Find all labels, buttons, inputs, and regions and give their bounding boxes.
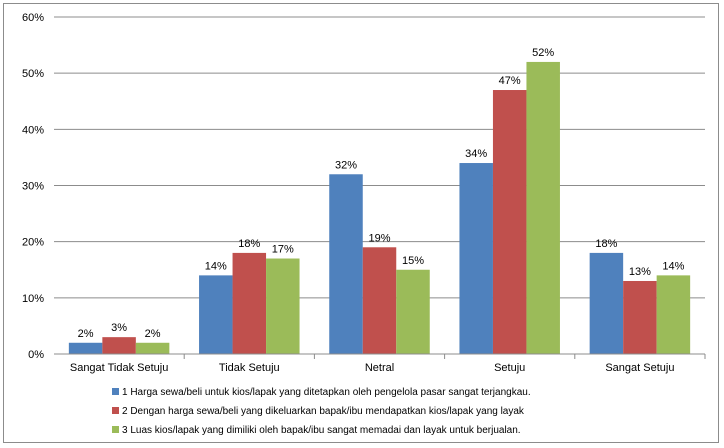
- bar: [589, 252, 624, 354]
- bar: [623, 280, 657, 354]
- bar-series: [68, 61, 691, 355]
- bar: [492, 90, 527, 355]
- bar: [656, 275, 691, 354]
- category-label: Setuju: [494, 362, 525, 374]
- category-labels: Sangat Tidak Setuju Tidak Setuju Netral Set…: [70, 362, 675, 374]
- category-label: Sangat Tidak Setuju: [70, 362, 168, 374]
- bar: [329, 174, 363, 354]
- legend-swatch: [112, 407, 119, 414]
- category-label: Sangat Setuju: [605, 362, 674, 374]
- data-label: 19%: [368, 232, 390, 244]
- bar: [102, 337, 136, 354]
- data-label: 18%: [595, 238, 617, 250]
- bar: [232, 252, 267, 354]
- data-label: 2%: [145, 328, 161, 340]
- legend-label: 2 Dengan harga sewa/beli yang dikeluarka…: [122, 406, 525, 417]
- legend-swatch: [112, 426, 119, 433]
- legend-swatch: [112, 388, 119, 395]
- legend: 1 Harga sewa/beli untuk kios/lapak yang …: [112, 387, 531, 436]
- bar: [199, 275, 233, 354]
- category-label: Netral: [365, 362, 394, 374]
- data-label: 32%: [335, 159, 357, 171]
- data-label: 34%: [465, 148, 487, 160]
- data-label: 14%: [205, 260, 227, 272]
- data-label: 18%: [238, 238, 260, 250]
- y-axis-ticks: 0% 10% 20% 30% 40% 50% 60%: [22, 12, 44, 361]
- y-tick-label: 60%: [22, 12, 44, 24]
- data-label: 2%: [78, 328, 94, 340]
- y-tick-label: 10%: [22, 293, 44, 305]
- y-tick-label: 0%: [28, 349, 44, 361]
- data-label: 17%: [272, 244, 294, 256]
- data-label: 52%: [532, 47, 554, 59]
- bar: [266, 258, 300, 354]
- y-tick-label: 30%: [22, 181, 44, 193]
- bar: [526, 61, 560, 354]
- data-label: 14%: [662, 260, 684, 272]
- legend-label: 1 Harga sewa/beli untuk kios/lapak yang …: [122, 387, 531, 398]
- data-label: 3%: [111, 322, 127, 334]
- bar: [396, 269, 430, 354]
- data-labels: 2% 3% 2% 14% 18% 17% 32% 19% 15% 34% 47% 52% 18% 13% 1…: [78, 47, 685, 340]
- legend-label: 3 Luas kios/lapak yang dimiliki oleh bap…: [122, 425, 521, 436]
- bar: [135, 342, 170, 354]
- data-label: 15%: [402, 255, 424, 267]
- y-tick-label: 40%: [22, 124, 44, 136]
- category-label: Tidak Setuju: [219, 362, 280, 374]
- bar: [459, 163, 493, 354]
- y-tick-label: 20%: [22, 237, 44, 249]
- x-axis: [54, 353, 706, 359]
- data-label: 47%: [499, 75, 521, 87]
- y-tick-label: 50%: [22, 68, 44, 80]
- bar: [68, 342, 103, 354]
- bar: [362, 247, 397, 354]
- data-label: 13%: [629, 266, 651, 278]
